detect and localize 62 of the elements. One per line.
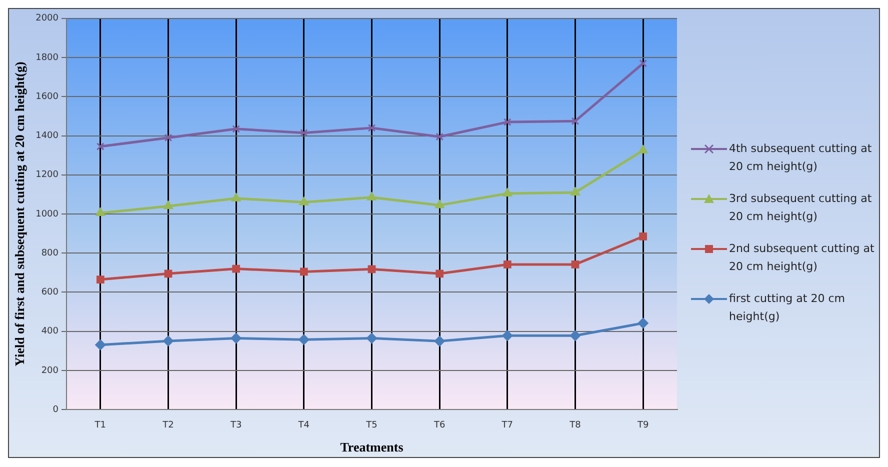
point — [96, 276, 104, 284]
point — [231, 193, 241, 202]
point — [503, 260, 512, 268]
point — [368, 124, 376, 132]
x-tick-label: T4 — [297, 420, 310, 430]
y-tick-label: 1200 — [36, 170, 59, 180]
y-tick-label: 0 — [52, 404, 59, 415]
y-tick-label: 1600 — [36, 92, 59, 102]
point — [639, 59, 648, 68]
point — [571, 260, 580, 268]
x-tick-label: T7 — [500, 420, 514, 430]
y-tick-label: 1400 — [36, 131, 59, 142]
x-tick-label: T8 — [568, 420, 582, 430]
point — [639, 232, 648, 240]
legend-label: first cutting at 20 cm height(g) — [729, 291, 846, 325]
legend-label: 2nd subsequent cutting at 20 cm height(g) — [729, 241, 875, 275]
point — [434, 200, 444, 208]
legend-label: 4th subsequent cutting at 20 cm height(g) — [729, 141, 873, 175]
x-tick-label: T3 — [229, 420, 242, 430]
y-tick-label: 600 — [41, 288, 59, 298]
x-axis-title: Treatments — [340, 440, 404, 455]
point — [164, 200, 173, 210]
point — [230, 332, 242, 344]
point — [503, 118, 512, 126]
point — [502, 188, 512, 196]
point — [571, 117, 580, 126]
y-tick-label: 2000 — [36, 14, 59, 24]
point — [367, 192, 376, 200]
point — [96, 142, 104, 150]
point — [164, 270, 172, 278]
x-tick-label: T2 — [162, 420, 174, 430]
point — [570, 187, 580, 196]
point — [300, 268, 308, 276]
y-tick-label: 800 — [41, 248, 59, 258]
point — [232, 124, 240, 133]
point — [368, 265, 376, 274]
y-tick-label: 1800 — [36, 52, 59, 63]
point — [232, 264, 240, 273]
point — [502, 330, 513, 341]
x-tick-label: T6 — [432, 420, 446, 430]
y-tick-label: 1000 — [36, 209, 59, 220]
point — [366, 332, 377, 344]
y-tick-label: 400 — [41, 326, 59, 337]
point — [299, 197, 309, 206]
x-tick-label: T9 — [636, 420, 649, 430]
x-tick-label: T5 — [365, 420, 378, 430]
y-tick-label: 200 — [41, 366, 59, 376]
x-tick-label: T1 — [94, 420, 106, 430]
point — [163, 336, 174, 346]
point — [436, 132, 444, 141]
y-axis-title: Yield of first and subsequent cutting at 20 cm height(g) — [12, 62, 28, 366]
point — [95, 340, 106, 350]
point — [638, 145, 648, 154]
point — [436, 270, 444, 278]
point — [638, 318, 648, 328]
legend-label: 3rd subsequent cutting at 20 cm height(g) — [729, 191, 873, 225]
point — [298, 334, 310, 345]
point — [434, 336, 445, 346]
point — [164, 134, 172, 142]
point — [96, 208, 106, 216]
point — [300, 128, 308, 137]
point — [570, 330, 580, 341]
